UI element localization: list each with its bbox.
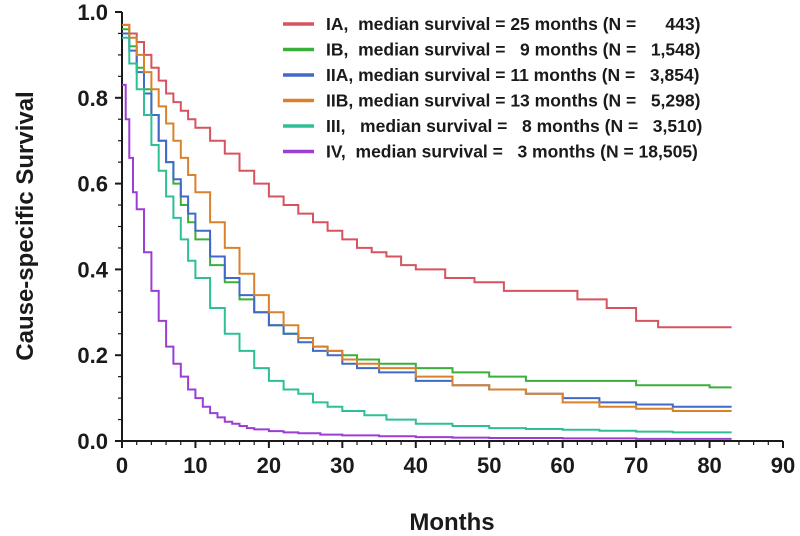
x-tick-label: 50 xyxy=(477,453,501,478)
x-tick-label: 20 xyxy=(257,453,281,478)
series-line-ia xyxy=(122,23,732,329)
y-axis-ticks: 0.0 0.2 0.4 0.6 0.8 1.0 xyxy=(77,0,122,454)
legend-label-ib: IB, median survival = 9 months (N = 1,54… xyxy=(326,40,700,60)
x-tick-label: 40 xyxy=(404,453,428,478)
x-axis-title: Months xyxy=(409,509,494,536)
legend-label-iia: IIA, median survival = 11 months (N = 3,… xyxy=(326,65,699,85)
x-tick-label: 0 xyxy=(116,453,128,478)
series-line-iib xyxy=(122,23,732,412)
legend-label-ia: IA, median survival = 25 months (N = 443… xyxy=(326,14,700,34)
y-tick-label: 0.0 xyxy=(77,429,108,454)
series-lines xyxy=(122,23,732,440)
series-line-iv xyxy=(122,83,732,440)
series-line-iia xyxy=(122,32,732,408)
x-tick-label: 80 xyxy=(697,453,721,478)
legend-label-iii: III, median survival = 8 months (N = 3,5… xyxy=(326,116,702,136)
x-axis-ticks: 0 10 20 30 40 50 60 70 80 90 xyxy=(116,441,795,478)
x-tick-label: 30 xyxy=(330,453,354,478)
y-axis-title: Cause-specific Survival xyxy=(12,91,39,360)
y-tick-label: 0.8 xyxy=(77,86,108,111)
y-tick-label: 0.2 xyxy=(77,343,108,368)
x-tick-label: 60 xyxy=(550,453,574,478)
legend-label-iib: IIB, median survival = 13 months (N = 5,… xyxy=(326,91,700,111)
legend: IA, median survival = 25 months (N = 443… xyxy=(283,14,702,162)
series-line-iii xyxy=(122,36,732,434)
y-tick-label: 0.4 xyxy=(77,257,108,282)
x-tick-label: 90 xyxy=(771,453,795,478)
x-tick-label: 10 xyxy=(183,453,207,478)
x-tick-label: 70 xyxy=(624,453,648,478)
y-tick-label: 0.6 xyxy=(77,172,108,197)
y-tick-label: 1.0 xyxy=(77,0,108,25)
legend-label-iv: IV, median survival = 3 months (N = 18,5… xyxy=(326,142,698,162)
